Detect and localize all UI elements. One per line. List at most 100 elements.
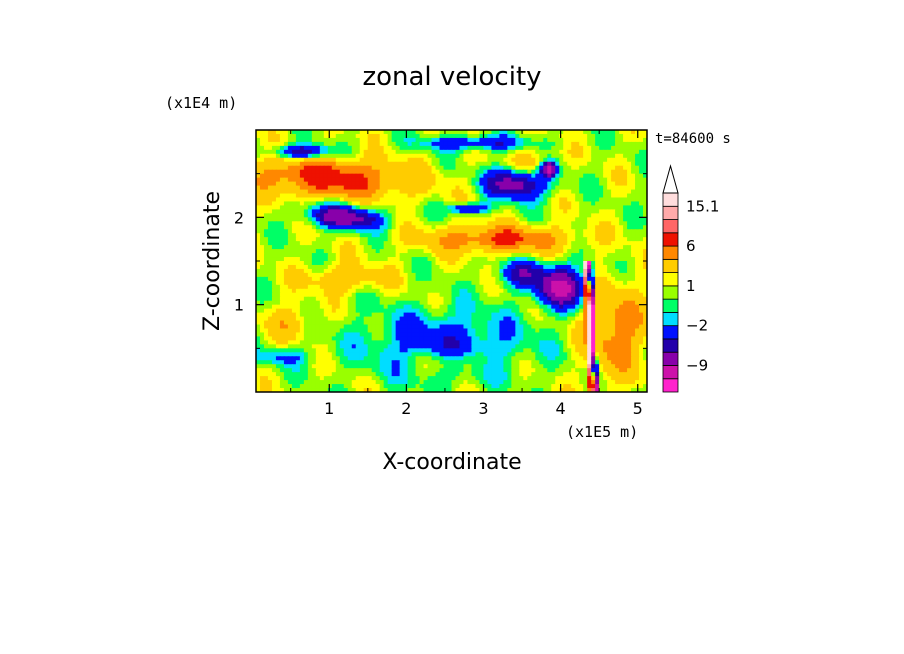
heatmap-cell [631,130,636,135]
heatmap-cell [407,292,413,298]
heatmap-cell [256,324,261,330]
heatmap-cell [323,197,329,203]
heatmap-cell [523,161,528,167]
heatmap-cell [339,300,345,306]
heatmap-cell [607,316,612,322]
heatmap-cell [347,205,353,210]
heatmap-cell [503,272,508,278]
heatmap-cell [631,312,636,318]
heatmap-cell [515,213,520,218]
heatmap-cell [259,209,265,214]
heatmap-cell [283,300,289,306]
heatmap-cell [399,165,405,171]
heatmap-cell [423,209,429,214]
heatmap-cell [567,268,572,274]
heatmap-cell [343,288,349,294]
heatmap-cell [263,316,269,322]
heatmap-cell [463,141,469,147]
heatmap-cell [311,209,317,214]
heatmap-cell [267,316,273,322]
heatmap-cell [303,249,309,254]
heatmap-cell [287,237,293,242]
heatmap-cell [615,320,620,326]
heatmap-cell [379,165,385,171]
heatmap-cell [439,272,445,278]
heatmap-cell [527,153,532,159]
heatmap-cell [527,193,532,199]
heatmap-cell [283,229,289,234]
heatmap-cell [527,133,532,139]
heatmap-cell [363,241,369,246]
heatmap-cell [311,161,317,167]
heatmap-cell [467,292,473,298]
heatmap-cell [575,300,580,306]
heatmap-cell [623,169,628,175]
heatmap-cell [411,205,417,210]
heatmap-cell [267,261,273,266]
heatmap-cell [403,217,409,222]
heatmap-cell [543,205,548,210]
heatmap-cell [275,169,281,175]
heatmap-cell [515,201,520,207]
heatmap-cell [431,320,437,326]
heatmap-cell [619,233,624,238]
heatmap-cell [635,213,640,218]
heatmap-cell [263,264,269,270]
heatmap-cell [627,213,632,218]
heatmap-cell [503,261,508,266]
heatmap-cell [371,165,377,171]
heatmap-cell [511,264,516,270]
heatmap-cell [523,284,528,290]
heatmap-cell [515,253,520,258]
heatmap-cell [487,264,492,270]
heatmap-cell [551,221,556,226]
heatmap-cell [323,133,329,139]
heatmap-cell [359,237,365,242]
heatmap-cell [563,276,568,282]
heatmap-cell [615,173,620,179]
heatmap-cell [471,308,477,314]
heatmap-cell [507,249,512,254]
heatmap-cell [611,229,616,234]
heatmap-cell [551,169,556,175]
heatmap-cell [403,169,409,175]
heatmap-cell [319,213,325,218]
heatmap-cell [535,225,540,230]
heatmap-cell [639,245,644,250]
heatmap-cell [627,245,632,250]
heatmap-cell [539,320,544,326]
heatmap-cell [355,288,361,294]
heatmap-cell [323,308,329,314]
heatmap-cell [591,221,596,226]
heatmap-cell [291,284,297,290]
heatmap-cell [279,280,285,286]
heatmap-cell [307,177,313,183]
heatmap-cell [343,284,349,290]
heatmap-cell [619,284,624,290]
heatmap-cell [523,177,528,183]
heatmap-cell [527,261,532,266]
heatmap-cell [256,130,261,135]
heatmap-cell [455,133,461,139]
heatmap-cell [303,292,309,298]
heatmap-cell [455,149,461,155]
heatmap-cell [395,169,401,175]
heatmap-cell [299,288,305,294]
heatmap-cell [603,221,608,226]
heatmap-cell [343,264,349,270]
heatmap-cell [271,296,277,302]
heatmap-cell [299,149,305,155]
heatmap-cell [419,272,425,278]
heatmap-cell [367,185,373,191]
heatmap-cell [635,296,640,302]
heatmap-cell [367,141,373,147]
heatmap-cell [607,149,612,155]
heatmap-cell [559,217,564,222]
heatmap-cell [559,137,564,143]
heatmap-cell [275,280,281,286]
heatmap-cell [399,201,405,207]
heatmap-cell [599,177,604,183]
heatmap-cell [427,264,433,270]
heatmap-cell [455,185,461,191]
heatmap-cell [291,217,297,222]
